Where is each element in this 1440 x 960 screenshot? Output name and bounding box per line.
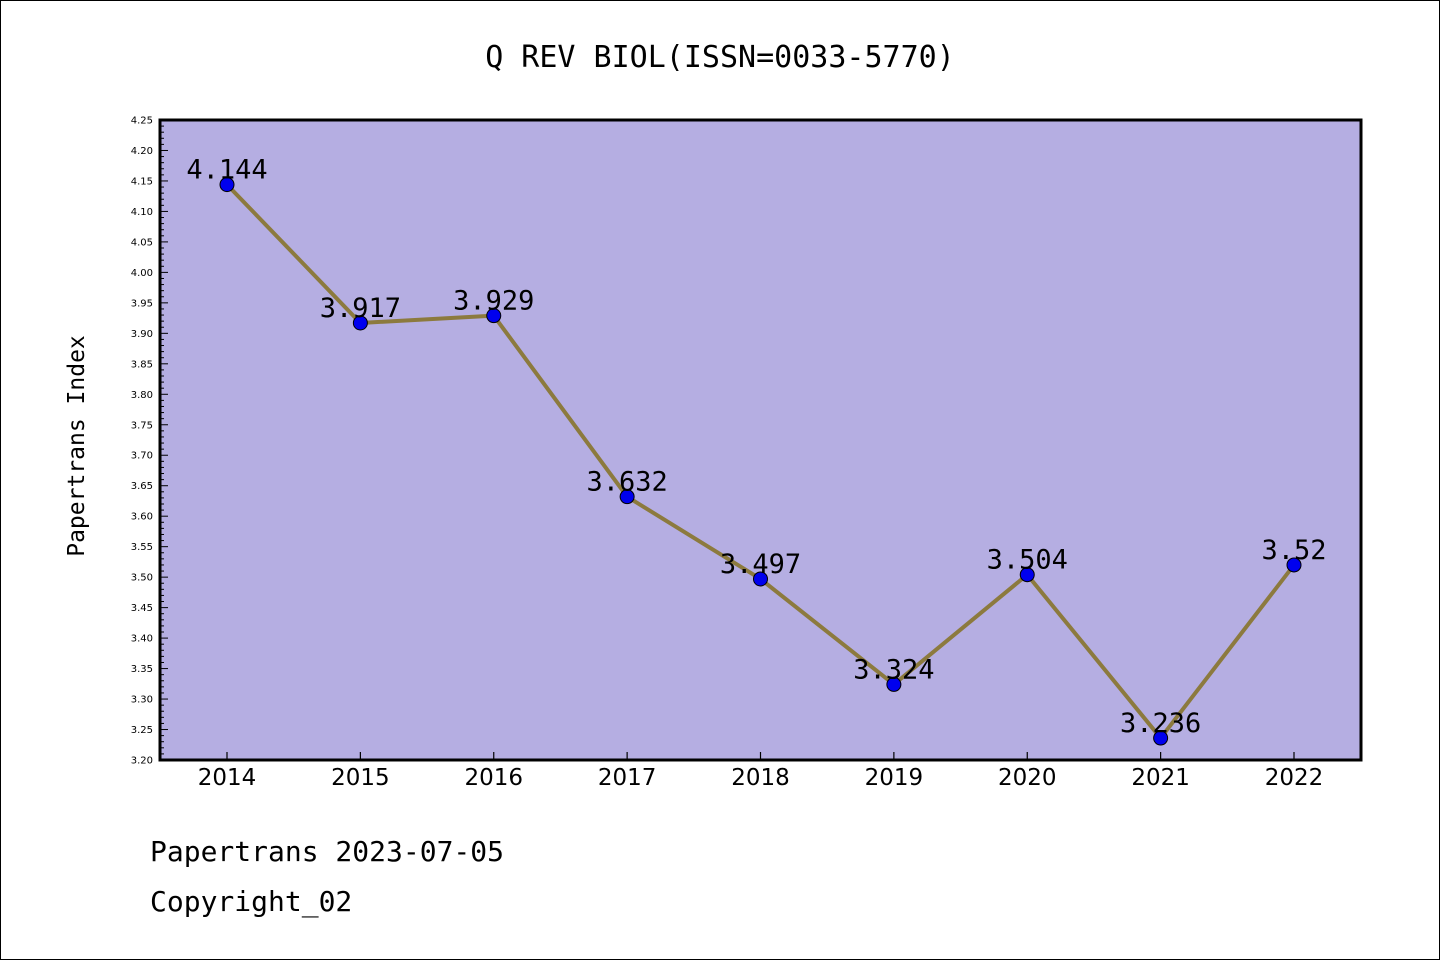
data-label: 3.52: [1261, 535, 1326, 566]
data-point: [1286, 557, 1302, 573]
y-tick-label: 4.25: [131, 116, 153, 127]
y-tick-label: 4.15: [131, 176, 153, 187]
y-tick-label: 4.05: [131, 237, 153, 248]
data-label: 3.504: [987, 545, 1068, 576]
x-tick-label: 2019: [865, 765, 924, 791]
y-tick-label: 3.75: [131, 420, 153, 431]
data-point: [1153, 730, 1169, 746]
data-point: [886, 676, 902, 692]
data-point: [619, 489, 635, 505]
plot-border: [158, 118, 1363, 762]
y-tick-label: 3.70: [131, 451, 153, 462]
footer-date: Papertrans 2023-07-05: [150, 835, 505, 868]
plot-area: [160, 120, 1361, 760]
y-tick-label: 3.45: [131, 603, 153, 614]
y-tick-label: 4.00: [131, 268, 153, 279]
data-label: 3.324: [853, 654, 934, 685]
y-tick-label: 3.35: [131, 664, 153, 675]
data-label: 4.144: [186, 155, 267, 186]
y-tick-label: 3.95: [131, 298, 153, 309]
y-tick-label: 3.40: [131, 634, 153, 645]
x-tick-label: 2017: [598, 765, 657, 791]
chart-title: Q REV BIOL(ISSN=0033-5770): [485, 40, 955, 75]
x-tick-label: 2014: [198, 765, 257, 791]
y-tick-label: 3.30: [131, 695, 153, 706]
y-tick-label: 3.85: [131, 359, 153, 370]
y-tick-label: 3.65: [131, 481, 153, 492]
y-tick-label: 3.90: [131, 329, 153, 340]
y-tick-label: 3.50: [131, 573, 153, 584]
x-tick-label: 2021: [1131, 765, 1190, 791]
y-tick-label: 3.80: [131, 390, 153, 401]
y-tick-label: 3.60: [131, 512, 153, 523]
y-tick-label: 4.10: [131, 207, 153, 218]
x-tick-label: 2020: [998, 765, 1057, 791]
footer-copyright: Copyright_02: [150, 885, 353, 918]
data-point: [753, 571, 768, 587]
data-point: [486, 308, 502, 324]
x-tick-label: 2016: [464, 765, 523, 791]
data-label: 3.497: [720, 549, 801, 580]
y-tick-label: 3.20: [131, 756, 153, 767]
data-label: 3.917: [320, 293, 401, 324]
data-label-layer: 4.144 3.917 3.929 3.632 3.497 3.324 3.504 3.236…: [186, 155, 1326, 739]
x-tick-label: 2022: [1265, 765, 1324, 791]
x-tick-label: 2018: [731, 765, 790, 791]
x-tick-label: 2015: [331, 765, 390, 791]
marker-layer: [219, 177, 1302, 746]
data-point: [219, 177, 235, 193]
data-label: 3.929: [453, 286, 534, 317]
data-point: [352, 315, 368, 331]
data-point: [1019, 567, 1035, 583]
y-tick-label: 3.55: [131, 542, 153, 553]
data-label: 3.632: [586, 467, 667, 498]
y-tick-label: 3.25: [131, 725, 153, 736]
data-label: 3.236: [1120, 708, 1201, 739]
y-tick-label: 4.20: [131, 146, 153, 157]
y-axis-label: Papertrans Index: [64, 335, 90, 557]
